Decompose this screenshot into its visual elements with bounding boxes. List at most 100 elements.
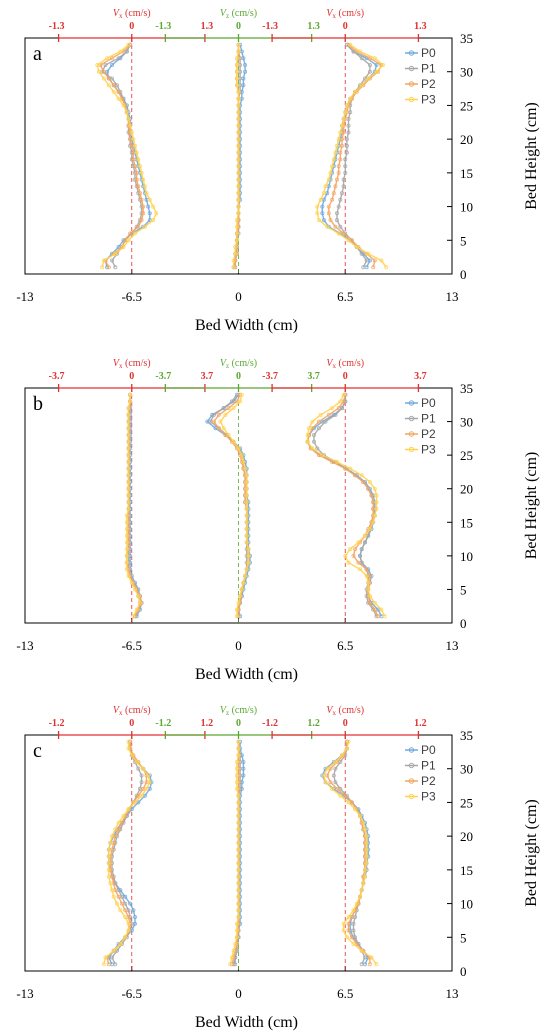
series-point — [372, 56, 377, 61]
series-point — [243, 466, 248, 471]
series-point — [316, 218, 321, 223]
top-axis-tick-label: 0 — [236, 371, 241, 382]
series-point — [338, 197, 343, 202]
series-point — [108, 840, 113, 845]
series-point — [132, 164, 137, 169]
panel-a: a -13 -6.5 0 6.5 13 Bed Width (cm) 0 5 10 15 20 25 30… — [16, 8, 540, 334]
series-point — [118, 49, 123, 54]
series-point — [307, 426, 312, 431]
series-line — [323, 741, 378, 965]
series-point — [118, 908, 123, 913]
series-point — [126, 921, 131, 926]
series-point — [124, 520, 129, 525]
vel-unit: (cm/s) — [229, 358, 257, 369]
series-point — [236, 888, 241, 893]
series-point — [372, 607, 377, 612]
series-point — [116, 56, 121, 61]
series-point — [346, 739, 351, 744]
series-point — [236, 793, 241, 798]
series-point — [351, 921, 356, 926]
series-point — [134, 170, 139, 175]
series-point — [111, 89, 116, 94]
top-axis-tick-label: 0 — [343, 21, 348, 32]
series-point — [116, 96, 121, 101]
y-tick-label: 5 — [460, 582, 467, 597]
top-axis-tick-label: 0 — [236, 21, 241, 32]
series-point — [124, 540, 129, 545]
series-point — [244, 506, 249, 511]
series-point — [362, 827, 367, 832]
series-point — [323, 780, 328, 785]
series-point — [374, 493, 379, 498]
series-point — [128, 399, 133, 404]
series-point — [328, 218, 333, 223]
series-point — [110, 258, 115, 263]
series-point — [236, 116, 241, 121]
series-point — [351, 908, 356, 913]
series-point — [124, 533, 129, 538]
vel-unit: (cm/s) — [336, 358, 364, 369]
series-point — [236, 184, 241, 189]
series-point — [346, 123, 351, 128]
series-point — [367, 69, 372, 74]
series-point — [364, 567, 369, 572]
series-point — [349, 935, 354, 940]
series-point — [244, 513, 249, 518]
series-point — [236, 847, 241, 852]
series-point — [359, 56, 364, 61]
y-axis-title: Bed Height (cm) — [523, 452, 540, 560]
series-point — [333, 150, 338, 155]
series-point — [236, 827, 241, 832]
series-point — [106, 867, 111, 872]
series-point — [333, 766, 338, 771]
series-point — [336, 164, 341, 169]
series-point — [234, 760, 239, 765]
series-line — [103, 741, 151, 965]
series-point — [129, 580, 134, 585]
series-point — [344, 150, 349, 155]
vel-subscript: z — [226, 362, 229, 370]
series-point — [126, 739, 131, 744]
series-point — [321, 773, 326, 778]
series-point — [359, 473, 364, 478]
legend-marker — [408, 50, 415, 56]
series-point — [239, 392, 244, 397]
series-point — [154, 211, 159, 216]
series-point — [231, 258, 236, 263]
y-tick-label: 35 — [460, 381, 473, 396]
series-point — [236, 170, 241, 175]
x-tick-label: 6.5 — [337, 289, 353, 304]
series-point — [144, 786, 149, 791]
y-tick-label: 0 — [460, 616, 467, 631]
series-point — [315, 204, 320, 209]
series-point — [305, 439, 310, 444]
series-point — [221, 426, 226, 431]
series-point — [131, 137, 136, 142]
top-axis-tick-label: 0 — [129, 718, 134, 729]
series-point — [379, 258, 384, 263]
series-point — [111, 83, 116, 88]
series-line — [336, 44, 371, 268]
series-point — [116, 894, 121, 899]
series-point — [137, 600, 142, 605]
series-point — [338, 224, 343, 229]
series-P3-left — [95, 42, 159, 270]
series-point — [359, 948, 364, 953]
top-axis-tick-label: -1.3 — [262, 21, 278, 32]
series-point — [234, 780, 239, 785]
series-point — [134, 760, 139, 765]
series-point — [126, 574, 131, 579]
vel-subscript: x — [119, 12, 123, 20]
series-point — [239, 587, 244, 592]
series-point — [334, 786, 339, 791]
series-point — [315, 211, 320, 216]
legend-marker — [408, 81, 415, 87]
x-tick-label: -13 — [16, 638, 33, 653]
series-point — [128, 901, 133, 906]
series-point — [334, 218, 339, 223]
series-point — [223, 412, 228, 417]
series-point — [344, 137, 349, 142]
vel-symbol: V — [326, 358, 334, 369]
series-P3-center — [228, 739, 241, 967]
